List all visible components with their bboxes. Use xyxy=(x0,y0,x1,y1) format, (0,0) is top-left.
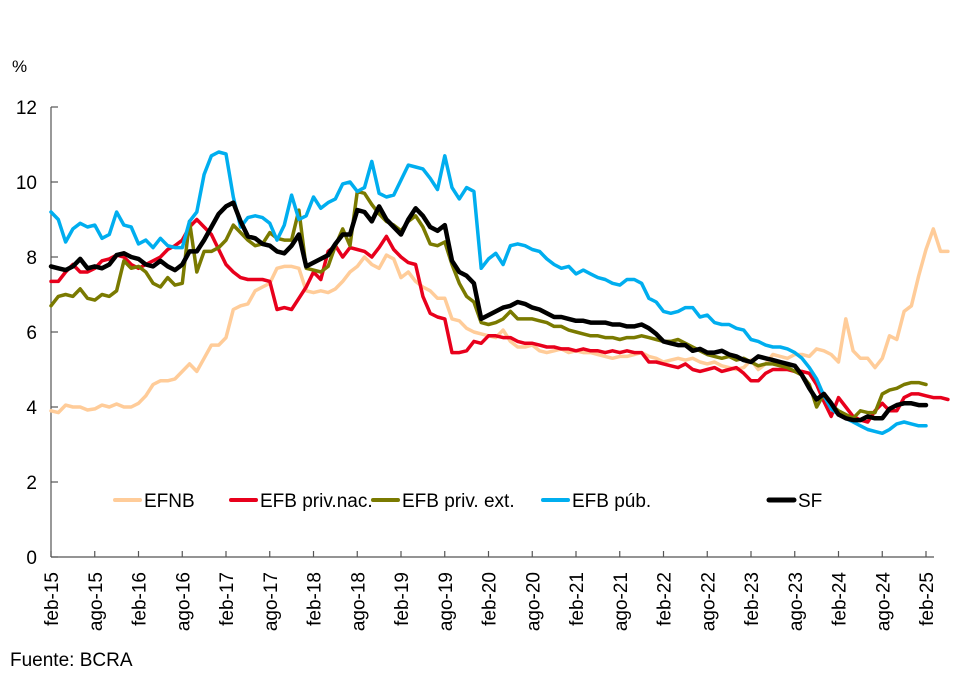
x-tick-label: ago-16 xyxy=(173,572,194,631)
y-axis: 0 2 4 6 8 10 12 xyxy=(16,98,58,569)
y-tick-label: 8 xyxy=(26,248,37,269)
x-tick-label: ago-22 xyxy=(698,572,719,631)
y-unit-label: % xyxy=(12,57,27,76)
y-tick-label: 2 xyxy=(26,473,37,494)
x-tick-label: feb-24 xyxy=(830,572,851,626)
x-tick-label: feb-25 xyxy=(917,572,938,626)
x-tick-label: feb-16 xyxy=(130,572,151,626)
x-tick-label: feb-19 xyxy=(392,572,413,626)
x-tick-label: ago-15 xyxy=(86,572,107,631)
x-tick-label: ago-24 xyxy=(873,572,894,632)
series-line-sf xyxy=(48,200,929,423)
legend: EFNB EFB priv.nac. EFB priv. ext. EFB púb. S… xyxy=(113,491,822,512)
y-tick-label: 6 xyxy=(26,323,37,344)
x-tick-label: feb-15 xyxy=(42,572,63,626)
x-tick-label: ago-21 xyxy=(611,572,632,631)
x-tick-label: ago-19 xyxy=(436,572,457,631)
source-note: Fuente: BCRA xyxy=(10,650,133,671)
legend-label: EFB priv. ext. xyxy=(402,491,515,512)
y-tick-label: 10 xyxy=(16,173,37,194)
series-line-efb-p-b xyxy=(49,150,928,436)
legend-label: EFNB xyxy=(144,491,195,512)
x-tick-label: ago-18 xyxy=(348,572,369,631)
series-line-efb-priv-ext xyxy=(49,189,928,421)
x-tick-label: feb-20 xyxy=(480,572,501,626)
x-tick-label: feb-22 xyxy=(655,572,676,626)
series-layer xyxy=(48,150,950,436)
x-tick-label: ago-23 xyxy=(786,572,807,631)
x-axis: feb-15 ago-15 feb-16 ago-16 feb-17 ago-17 feb-… xyxy=(42,551,938,631)
x-tick-label: ago-17 xyxy=(261,572,282,631)
legend-label: EFB priv.nac. xyxy=(260,491,373,512)
legend-label: EFB púb. xyxy=(572,491,651,512)
y-tick-label: 0 xyxy=(26,548,37,569)
x-tick-label: feb-21 xyxy=(567,572,588,626)
x-tick-label: ago-20 xyxy=(523,572,544,631)
x-tick-label: feb-18 xyxy=(305,572,326,626)
legend-label: SF xyxy=(798,491,822,512)
x-tick-label: feb-23 xyxy=(742,572,763,626)
y-tick-label: 4 xyxy=(26,398,37,419)
x-tick-label: feb-17 xyxy=(217,572,238,626)
y-tick-label: 12 xyxy=(16,98,37,119)
